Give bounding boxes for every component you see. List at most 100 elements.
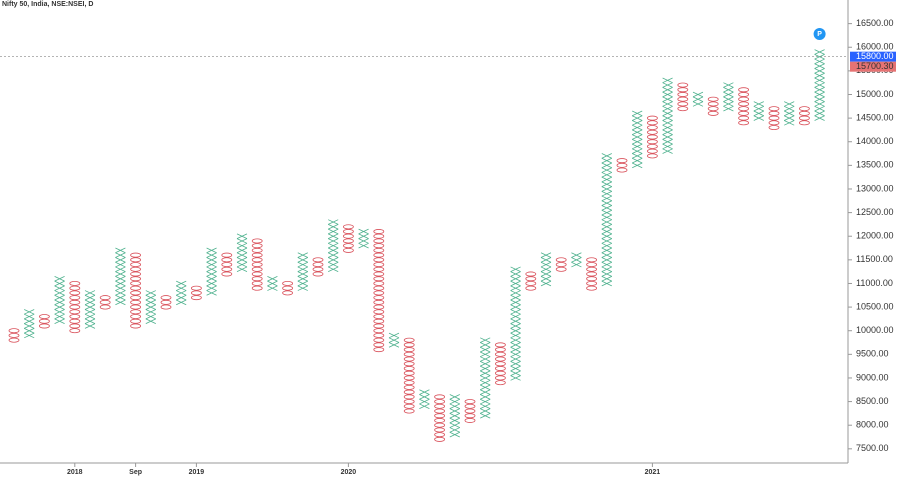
o-box <box>373 262 385 268</box>
x-box <box>449 427 460 433</box>
x-box <box>814 115 825 121</box>
x-box <box>510 266 521 273</box>
x-box <box>328 228 339 235</box>
o-box <box>221 252 233 258</box>
o-box <box>555 257 567 263</box>
o-box <box>677 87 689 93</box>
x-box <box>510 309 521 315</box>
y-tick-label: 12500.00 <box>856 207 894 217</box>
o-box <box>130 266 142 272</box>
x-box <box>510 318 521 324</box>
x-box <box>632 153 643 159</box>
x-box <box>814 87 825 93</box>
x-box <box>480 379 491 386</box>
o-box <box>494 347 506 353</box>
o-box <box>403 394 415 400</box>
x-box <box>814 105 825 112</box>
x-box <box>692 101 704 107</box>
x-box <box>662 82 673 88</box>
x-box <box>449 413 460 419</box>
x-box <box>480 375 491 381</box>
o-box <box>373 229 385 234</box>
x-box <box>480 408 491 414</box>
o-box <box>434 394 446 400</box>
o-box <box>373 309 385 315</box>
x-box <box>814 63 825 69</box>
o-box <box>130 323 142 329</box>
x-box <box>328 257 339 263</box>
x-box <box>84 294 96 301</box>
x-box <box>480 384 491 391</box>
x-box <box>115 266 126 273</box>
o-box <box>282 285 294 291</box>
x-box <box>115 252 126 258</box>
o-box <box>221 266 233 272</box>
x-column <box>449 394 460 438</box>
o-box <box>373 318 385 324</box>
x-box <box>571 252 582 258</box>
x-box <box>510 337 521 343</box>
x-box <box>115 290 126 296</box>
x-box <box>510 351 521 358</box>
x-box <box>236 233 248 239</box>
o-box <box>586 266 597 272</box>
x-column <box>176 280 187 306</box>
x-box <box>510 323 521 329</box>
x-box <box>54 309 65 315</box>
o-box <box>373 337 385 343</box>
o-box <box>342 247 354 253</box>
x-box <box>176 299 187 306</box>
o-box <box>403 337 415 343</box>
o-box <box>525 281 537 286</box>
o-box <box>8 332 20 338</box>
x-box <box>662 110 673 117</box>
x-box <box>510 285 521 291</box>
o-box <box>39 323 50 329</box>
x-column <box>753 101 764 121</box>
x-box <box>723 101 734 107</box>
marker-badge <box>813 27 826 40</box>
x-box <box>176 294 187 301</box>
o-box <box>403 384 415 390</box>
x-box <box>632 148 643 154</box>
x-box <box>115 285 126 291</box>
x-box <box>145 294 156 301</box>
o-box <box>434 399 446 405</box>
x-box <box>358 233 369 239</box>
x-box <box>358 242 369 249</box>
o-box <box>251 252 263 258</box>
o-box <box>8 328 20 334</box>
o-box <box>373 304 385 310</box>
x-box <box>601 181 612 187</box>
x-box <box>84 290 96 296</box>
x-box <box>54 280 65 287</box>
o-box <box>738 120 749 126</box>
o-box <box>403 389 415 395</box>
x-tick-label: 2019 <box>189 469 205 476</box>
o-box <box>768 120 780 126</box>
o-box <box>373 266 385 272</box>
marker-label: P <box>817 31 822 38</box>
o-column <box>251 238 263 291</box>
o-box <box>130 290 142 296</box>
o-box <box>494 375 506 381</box>
x-column <box>692 91 704 107</box>
x-column <box>236 233 248 273</box>
y-tick-label: 11000.00 <box>856 278 893 288</box>
x-column <box>145 290 156 324</box>
x-box <box>601 167 612 173</box>
o-box <box>130 304 142 310</box>
y-tick-label: 8500.00 <box>856 396 889 406</box>
o-box <box>494 380 506 386</box>
x-box <box>206 276 217 282</box>
o-column <box>555 257 567 272</box>
x-box <box>267 285 278 291</box>
x-box <box>632 139 643 145</box>
x-box <box>571 257 582 263</box>
x-box <box>24 327 35 334</box>
x-box <box>540 271 552 277</box>
x-box <box>601 261 612 268</box>
x-box <box>236 261 248 268</box>
x-box <box>601 172 612 178</box>
